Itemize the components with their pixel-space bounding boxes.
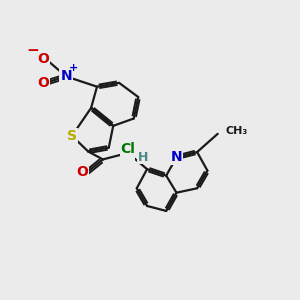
Text: −: − xyxy=(27,43,40,58)
Text: CH₃: CH₃ xyxy=(225,126,247,136)
Text: O: O xyxy=(37,76,49,90)
Text: S: S xyxy=(67,129,77,143)
Text: Cl: Cl xyxy=(121,142,135,156)
Text: N: N xyxy=(122,146,134,160)
Text: H: H xyxy=(137,151,148,164)
Text: N: N xyxy=(60,69,72,83)
Text: N: N xyxy=(171,150,182,164)
Text: O: O xyxy=(76,165,88,179)
Text: O: O xyxy=(37,52,49,66)
Text: +: + xyxy=(69,63,78,73)
